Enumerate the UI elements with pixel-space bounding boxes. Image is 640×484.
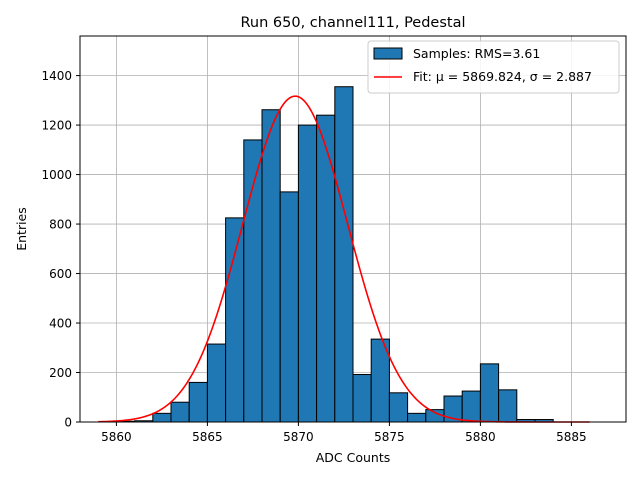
histogram-bar [188,381,208,423]
histogram-bar [152,412,172,423]
histogram-bar [297,124,318,423]
histogram-bar [352,373,372,423]
histogram-bar [261,109,281,423]
histogram-bar [334,86,354,423]
y-tick-label: 0 [64,416,72,430]
x-tick-label: 5885 [556,430,587,444]
histogram-bar [461,390,481,423]
y-tick-label: 200 [49,366,72,380]
histogram-bar [279,191,299,423]
histogram-bar [388,392,409,423]
histogram-bar [170,401,190,423]
x-axis-ticks: 5860 5865 5870 5875 5880 5885 [101,422,587,444]
y-tick-label: 800 [49,218,72,232]
x-tick-label: 5870 [283,430,314,444]
x-axis-label: ADC Counts [316,450,391,465]
legend: Samples: RMS=3.61 Fit: μ = 5869.824, σ =… [367,40,620,94]
histogram-bar [316,114,336,423]
y-tick-label: 1400 [41,69,72,83]
x-tick-label: 5860 [101,430,132,444]
x-tick-label: 5880 [465,430,496,444]
histogram-bar [479,363,500,423]
histogram-bar [498,389,518,423]
legend-fit-label: Fit: μ = 5869.824, σ = 2.887 [413,69,592,84]
y-axis-ticks: 0 200 400 600 800 1000 1200 1400 [41,69,80,430]
plot-frame [79,35,627,423]
y-tick-label: 400 [49,317,72,331]
legend-histogram-swatch [373,47,403,60]
y-tick-label: 1200 [41,119,72,133]
y-tick-label: 1000 [41,168,72,182]
x-tick-label: 5865 [192,430,223,444]
histogram-bars [115,86,554,423]
legend-histogram-label: Samples: RMS=3.61 [413,46,540,61]
y-tick-label: 600 [49,267,72,281]
legend-box [367,40,620,94]
histogram-bar [407,412,427,423]
chart-title: Run 650, channel111, Pedestal [240,15,465,31]
histogram-bar [243,139,263,423]
histogram-bar [206,343,227,423]
histogram-bar [225,217,245,423]
x-tick-label: 5875 [374,430,405,444]
y-axis-label: Entries [14,207,29,251]
